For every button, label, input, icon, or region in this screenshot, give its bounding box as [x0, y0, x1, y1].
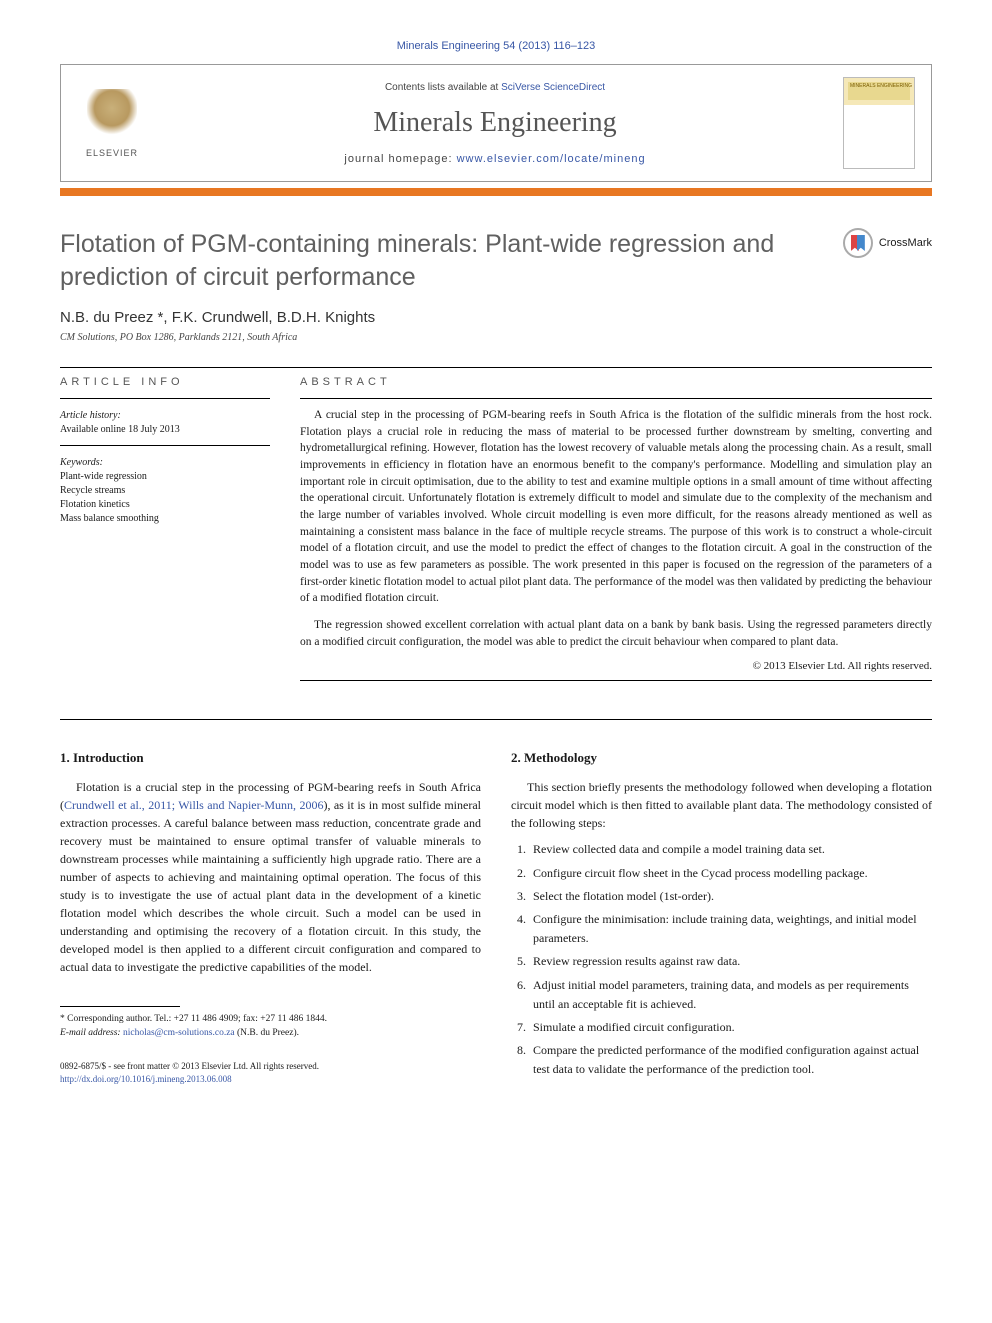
sciencedirect-link[interactable]: SciVerse ScienceDirect	[501, 82, 605, 93]
elsevier-tree-icon	[87, 89, 137, 144]
article-info-column: ARTICLE INFO Article history: Available …	[60, 376, 270, 689]
abstract-para-1: A crucial step in the processing of PGM-…	[300, 407, 932, 607]
history-line: Available online 18 July 2013	[60, 423, 270, 437]
bottom-meta: 0892-6875/$ - see front matter © 2013 El…	[60, 1060, 481, 1085]
method-step: Configure circuit flow sheet in the Cyca…	[529, 864, 932, 883]
method-step: Compare the predicted performance of the…	[529, 1041, 932, 1079]
right-column: 2. Methodology This section briefly pres…	[511, 750, 932, 1085]
page-container: Minerals Engineering 54 (2013) 116–123 E…	[0, 0, 992, 1125]
email-label: E-mail address:	[60, 1028, 123, 1038]
method-step: Configure the minimisation: include trai…	[529, 910, 932, 948]
info-divider-2	[60, 445, 270, 446]
copyright-line: © 2013 Elsevier Ltd. All rights reserved…	[300, 660, 932, 672]
info-divider-1	[60, 398, 270, 399]
keyword: Flotation kinetics	[60, 498, 270, 512]
crossmark-label: CrossMark	[879, 237, 932, 249]
email-line: E-mail address: nicholas@cm-solutions.co…	[60, 1027, 481, 1040]
journal-center: Contents lists available at SciVerse Sci…	[147, 82, 843, 165]
keyword: Mass balance smoothing	[60, 512, 270, 526]
contents-line: Contents lists available at SciVerse Sci…	[167, 82, 823, 93]
abstract-bottom-divider	[300, 680, 932, 681]
abstract-column: ABSTRACT A crucial step in the processin…	[300, 376, 932, 689]
intro-para: Flotation is a crucial step in the proce…	[60, 778, 481, 976]
email-link[interactable]: nicholas@cm-solutions.co.za	[123, 1028, 235, 1038]
homepage-prefix: journal homepage:	[344, 153, 456, 165]
keyword: Plant-wide regression	[60, 470, 270, 484]
body-columns: 1. Introduction Flotation is a crucial s…	[60, 750, 932, 1085]
elsevier-label: ELSEVIER	[86, 148, 138, 158]
cover-label: MINERALS ENGINEERING	[850, 84, 912, 90]
journal-name: Minerals Engineering	[167, 107, 823, 139]
title-row: Flotation of PGM-containing minerals: Pl…	[60, 228, 932, 293]
footnote-rule	[60, 1006, 180, 1007]
crossmark-icon	[843, 228, 873, 258]
body-top-divider	[60, 719, 932, 720]
abstract-divider	[300, 398, 932, 399]
citation-header: Minerals Engineering 54 (2013) 116–123	[60, 40, 932, 52]
methodology-intro: This section briefly presents the method…	[511, 778, 932, 832]
keywords-block: Keywords: Plant-wide regression Recycle …	[60, 456, 270, 526]
method-step: Select the flotation model (1st-order).	[529, 887, 932, 906]
accent-rule	[60, 188, 932, 196]
homepage-link[interactable]: www.elsevier.com/locate/mineng	[457, 153, 646, 165]
intro-text-post: ), as it is in most sulfide mineral extr…	[60, 798, 481, 974]
methodology-list: Review collected data and compile a mode…	[511, 840, 932, 1079]
method-step: Review regression results against raw da…	[529, 952, 932, 971]
crossmark-badge[interactable]: CrossMark	[843, 228, 932, 258]
method-step: Simulate a modified circuit configuratio…	[529, 1018, 932, 1037]
method-step: Review collected data and compile a mode…	[529, 840, 932, 859]
issn-line: 0892-6875/$ - see front matter © 2013 El…	[60, 1060, 481, 1073]
doi-link[interactable]: http://dx.doi.org/10.1016/j.mineng.2013.…	[60, 1074, 232, 1084]
contents-prefix: Contents lists available at	[385, 82, 501, 93]
methodology-heading: 2. Methodology	[511, 750, 932, 766]
footnote-block: * Corresponding author. Tel.: +27 11 486…	[60, 1013, 481, 1040]
article-info-label: ARTICLE INFO	[60, 376, 270, 388]
abstract-para-2: The regression showed excellent correlat…	[300, 617, 932, 650]
divider-top	[60, 367, 932, 368]
history-heading: Article history:	[60, 409, 270, 423]
affiliation: CM Solutions, PO Box 1286, Parklands 212…	[60, 332, 932, 343]
abstract-label: ABSTRACT	[300, 376, 932, 388]
corresponding-author: * Corresponding author. Tel.: +27 11 486…	[60, 1013, 481, 1026]
article-title: Flotation of PGM-containing minerals: Pl…	[60, 228, 843, 293]
info-abstract-row: ARTICLE INFO Article history: Available …	[60, 376, 932, 689]
email-suffix: (N.B. du Preez).	[235, 1028, 299, 1038]
intro-heading: 1. Introduction	[60, 750, 481, 766]
left-column: 1. Introduction Flotation is a crucial s…	[60, 750, 481, 1085]
elsevier-logo: ELSEVIER	[77, 83, 147, 163]
keyword: Recycle streams	[60, 484, 270, 498]
method-step: Adjust initial model parameters, trainin…	[529, 976, 932, 1014]
authors: N.B. du Preez *, F.K. Crundwell, B.D.H. …	[60, 309, 932, 326]
article-history: Article history: Available online 18 Jul…	[60, 409, 270, 437]
homepage-line: journal homepage: www.elsevier.com/locat…	[167, 153, 823, 165]
keywords-heading: Keywords:	[60, 456, 270, 470]
journal-header-box: ELSEVIER Contents lists available at Sci…	[60, 64, 932, 182]
intro-citation-link[interactable]: Crundwell et al., 2011; Wills and Napier…	[64, 798, 323, 812]
journal-cover-thumb: MINERALS ENGINEERING	[843, 77, 915, 169]
